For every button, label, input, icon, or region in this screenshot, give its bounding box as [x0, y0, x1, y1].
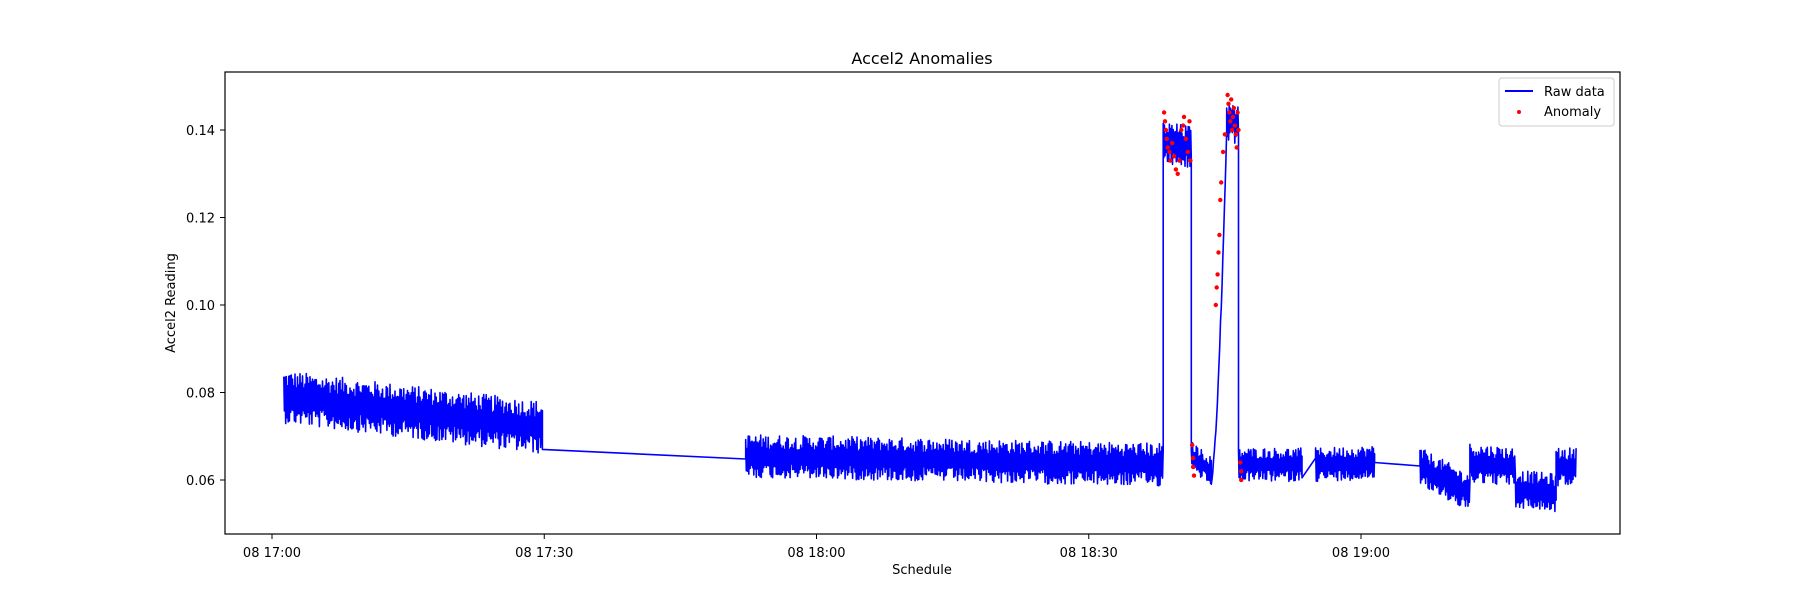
anomaly-point: [1239, 469, 1244, 474]
anomaly-point: [1232, 123, 1238, 128]
x-axis: 08 17:00 08 17:30 08 18:00 08 18:30 08 19:00: [243, 534, 1390, 561]
anomaly-point: [1236, 127, 1241, 133]
raw-data-line: [283, 104, 1577, 513]
chart-title: Accel2 Anomalies: [851, 49, 992, 68]
anomaly-point: [1191, 473, 1197, 478]
anomaly-point: [1164, 136, 1170, 141]
anomaly-point: [1190, 442, 1195, 448]
anomaly-point: [1162, 119, 1168, 124]
anomaly-point: [1227, 110, 1232, 115]
anomaly-point: [1165, 145, 1170, 150]
anomaly-point: [1168, 158, 1173, 163]
x-axis-label: Schedule: [892, 563, 952, 578]
anomaly-point: [1234, 145, 1239, 150]
anomaly-point: [1188, 158, 1193, 163]
x-tick-label: 08 17:30: [515, 546, 573, 561]
y-tick-label: 0.06: [186, 474, 215, 489]
anomaly-point: [1167, 149, 1172, 155]
anomaly-point: [1161, 110, 1167, 115]
x-tick-label: 08 19:00: [1332, 546, 1390, 561]
anomaly-point: [1217, 232, 1222, 238]
anomaly-point: [1231, 105, 1237, 111]
anomaly-point: [1187, 119, 1192, 124]
y-axis: 0.06 0.08 0.10 0.12 0.14: [186, 124, 225, 489]
y-tick-label: 0.10: [186, 299, 215, 314]
anomaly-point: [1181, 114, 1187, 120]
anomaly-point: [1228, 119, 1233, 124]
anomaly-point: [1239, 477, 1244, 483]
anomaly-point: [1213, 302, 1219, 308]
anomaly-point: [1226, 101, 1231, 107]
y-tick-label: 0.14: [186, 124, 215, 139]
anomaly-point: [1233, 132, 1239, 137]
anomaly-point: [1215, 272, 1220, 277]
anomaly-point: [1163, 127, 1169, 133]
anomaly-point: [1218, 197, 1223, 203]
anomaly-point: [1235, 110, 1240, 115]
anomaly-point: [1170, 140, 1175, 146]
anomaly-point: [1185, 149, 1190, 155]
x-tick-label: 08 17:00: [243, 546, 301, 561]
anomaly-point: [1230, 114, 1236, 120]
anomaly-point: [1219, 180, 1224, 185]
y-tick-label: 0.08: [186, 387, 215, 402]
anomaly-legend-dot-icon: [1517, 110, 1521, 114]
anomaly-point: [1216, 250, 1221, 255]
anomaly-point: [1175, 171, 1180, 176]
anomaly-point: [1214, 285, 1219, 290]
anomaly-point: [1229, 127, 1235, 133]
anomaly-point: [1173, 167, 1179, 172]
legend-label-raw-data: Raw data: [1544, 85, 1605, 100]
anomaly-point: [1222, 132, 1228, 137]
y-axis-label: Accel2 Reading: [164, 253, 179, 353]
anomaly-point: [1229, 97, 1234, 102]
anomaly-point: [1171, 154, 1177, 159]
anomaly-point: [1180, 123, 1186, 128]
anomaly-point: [1183, 136, 1189, 141]
axes-frame: [224, 71, 1621, 535]
plot-area: [283, 92, 1577, 513]
legend: Raw data Anomaly: [1498, 77, 1615, 127]
anomaly-point: [1190, 464, 1196, 470]
anomaly-point: [1220, 149, 1226, 155]
anomaly-point: [1238, 460, 1243, 465]
y-tick-label: 0.12: [186, 212, 215, 227]
legend-label-anomaly: Anomaly: [1544, 105, 1601, 120]
x-tick-label: 08 18:00: [787, 546, 845, 561]
x-tick-label: 08 18:30: [1060, 546, 1118, 561]
anomaly-point: [1179, 127, 1184, 133]
anomaly-point: [1190, 455, 1196, 461]
anomaly-point: [1225, 92, 1230, 98]
anomaly-point: [1177, 158, 1182, 163]
